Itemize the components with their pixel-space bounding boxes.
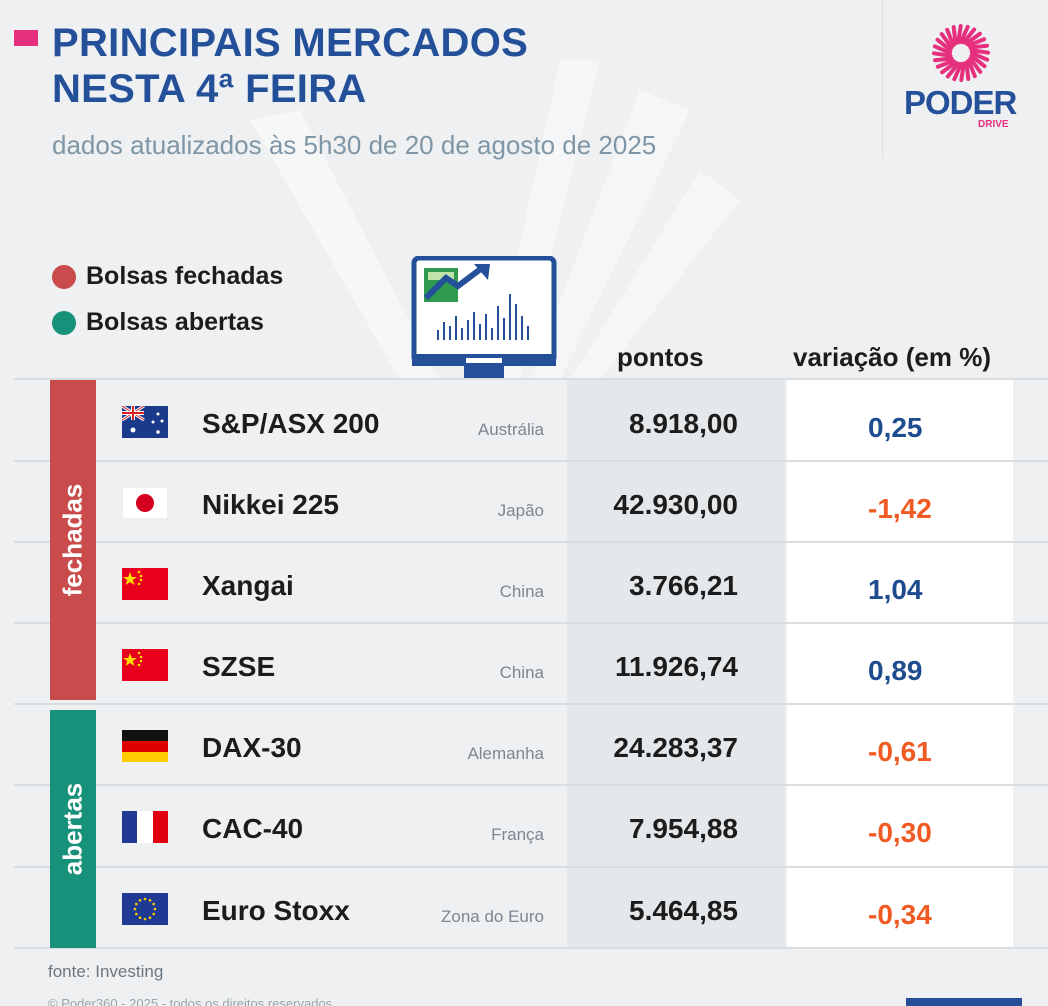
closed-dot-icon [52,264,76,289]
index-points: 7.954,88 [629,813,738,844]
index-change: -0,30 [868,817,932,848]
index-country: Austrália [477,420,544,439]
table-row: DAX-30 Alemanha 24.283,37 -0,61 [96,704,1048,785]
china-flag-icon [122,649,168,681]
index-name: CAC-40 [202,813,304,844]
germany-flag-icon [122,730,168,762]
japan-flag-icon [121,486,169,520]
points-column-bg [567,380,785,948]
index-name: DAX-30 [202,732,302,763]
poder-drive-logo: PODER DRIVE [896,20,1036,140]
accent-marker [14,30,38,46]
index-points: 8.918,00 [629,408,738,439]
index-points: 3.766,21 [629,570,738,601]
index-change: -0,61 [868,736,932,767]
index-name: S&P/ASX 200 [202,408,380,439]
source-note: fonte: Investing [48,962,164,981]
row-divider [14,460,1048,462]
index-points: 5.464,85 [629,895,738,926]
change-column-bg [787,380,1013,948]
index-country: Japão [497,501,544,520]
index-country: Alemanha [467,744,544,763]
row-divider [14,622,1048,624]
page-subtitle: dados atualizados às 5h30 de 20 de agost… [52,130,657,160]
index-country: Zona do Euro [440,907,544,926]
table-row: Euro Stoxx Zona do Euro 5.464,85 -0,34 [96,867,1048,948]
china-flag-icon [122,568,168,600]
row-divider [14,703,1048,705]
table-row: S&P/ASX 200 Austrália 8.918,00 0,25 [96,380,1048,461]
index-country: China [499,582,544,601]
group-label-open: abertas [50,710,96,948]
stock-monitor-icon [411,256,557,380]
copyright-note: © Poder360 - 2025 - todos os direitos re… [48,996,333,1006]
france-flag-icon [122,811,168,843]
row-divider [14,784,1048,786]
header-divider [882,0,883,158]
legend-open: Bolsas abertas [52,308,264,337]
legend-closed: Bolsas fechadas [52,262,283,291]
index-points: 42.930,00 [613,489,738,520]
australia-flag-icon [121,404,168,438]
table-row: SZSE China 11.926,74 0,89 [96,623,1048,704]
index-change: 0,25 [868,412,923,443]
table-row: Xangai China 3.766,21 1,04 [96,542,1048,623]
page-title: PRINCIPAIS MERCADOS NESTA 4ª FEIRA [52,21,529,111]
index-name: Xangai [202,570,294,601]
row-divider [14,541,1048,543]
row-divider [14,947,1048,949]
index-change: 0,89 [868,655,923,686]
index-country: França [491,825,544,844]
row-divider [14,866,1048,868]
index-name: Nikkei 225 [202,489,339,520]
column-header-points: pontos [617,342,704,372]
group-label-closed: fechadas [50,380,96,700]
row-divider [14,378,1048,380]
index-points: 24.283,37 [613,732,738,763]
index-country: China [499,663,544,682]
index-name: Euro Stoxx [202,895,350,926]
index-change: 1,04 [868,574,923,605]
eu-flag-icon [122,893,168,925]
index-points: 11.926,74 [614,651,738,682]
open-dot-icon [52,310,76,335]
sunburst-icon [932,24,990,82]
index-change: -0,34 [868,899,932,930]
table-row: CAC-40 França 7.954,88 -0,30 [96,785,1048,866]
index-name: SZSE [202,651,276,682]
table-row: Nikkei 225 Japão 42.930,00 -1,42 [96,461,1048,542]
index-change: -1,42 [868,493,932,524]
footer-corner-box [906,998,1022,1006]
column-header-change: variação (em %) [793,342,991,372]
